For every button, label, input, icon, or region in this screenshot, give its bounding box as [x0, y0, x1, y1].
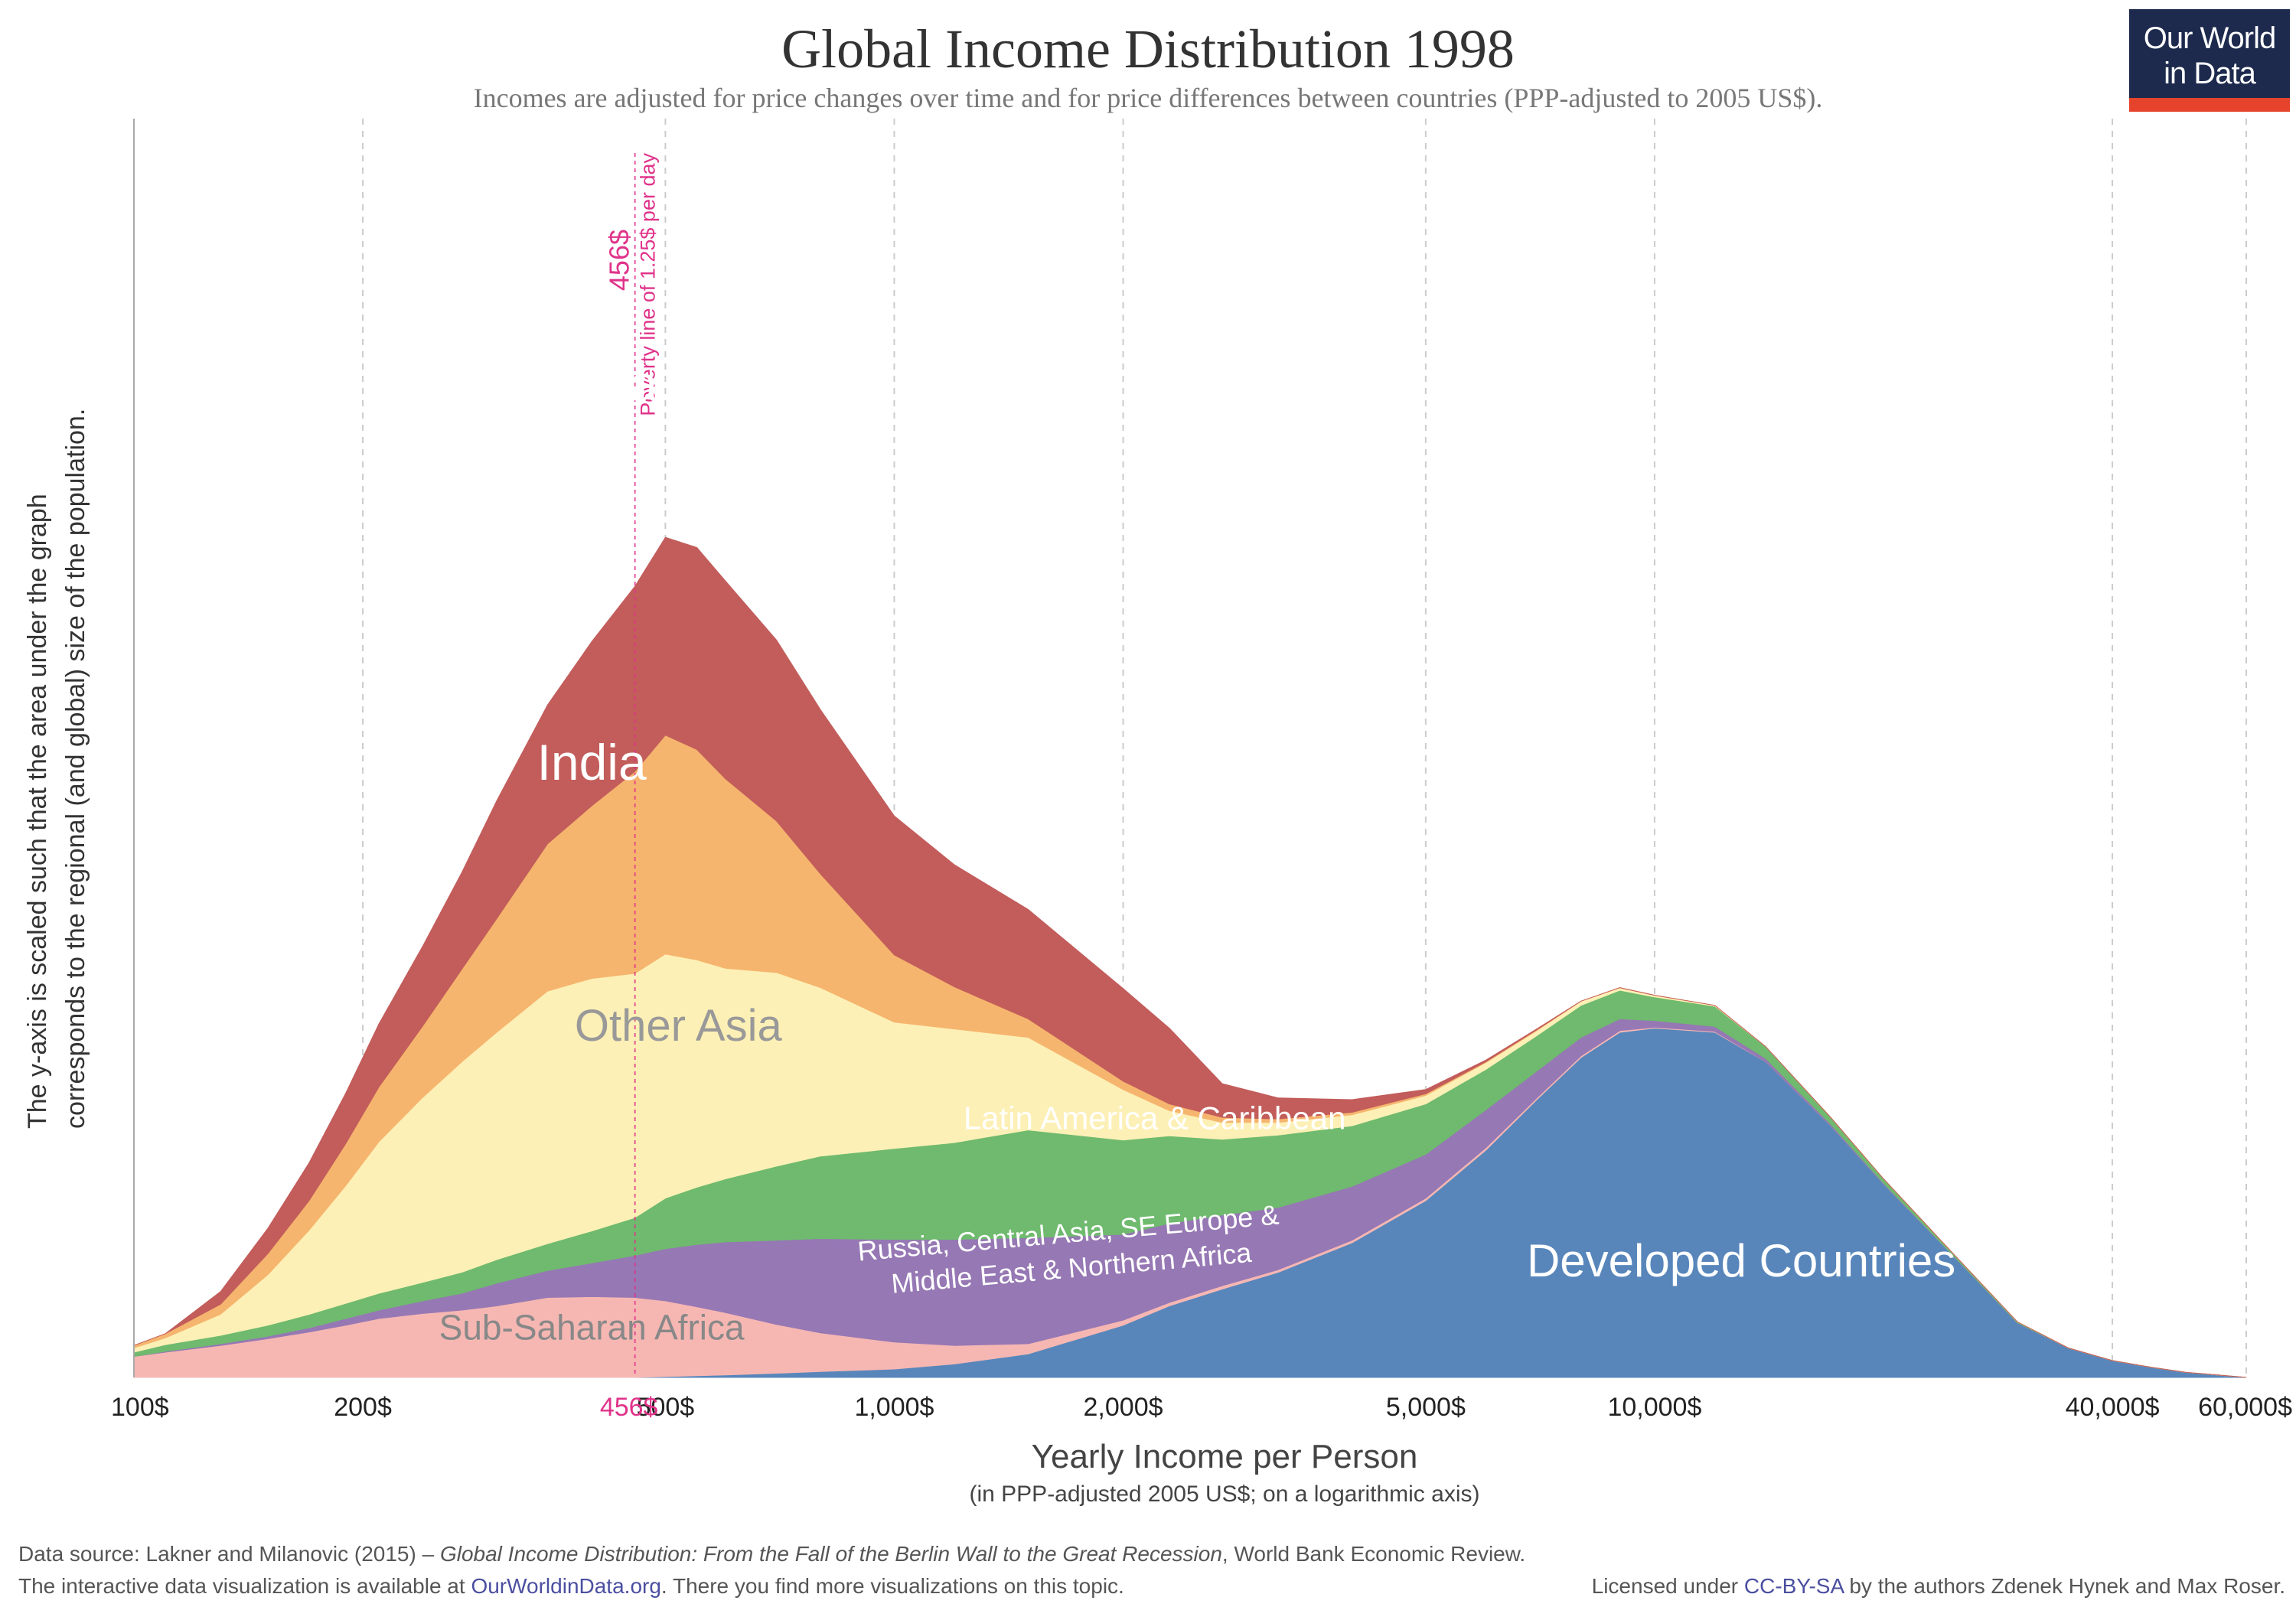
label-china: China	[526, 355, 658, 412]
label-other-asia: Other Asia	[575, 1001, 783, 1051]
logo-line1: Our World	[2143, 21, 2277, 55]
chart-title: Global Income Distribution 1998	[781, 18, 1515, 80]
footer-source-suffix: , World Bank Economic Review.	[1221, 1542, 1526, 1566]
label-developed-countries: Developed Countries	[1527, 1235, 1955, 1286]
footer-interactive-prefix: The interactive data visualization is av…	[18, 1574, 471, 1598]
footer-source-title: Global Income Distribution: From the Fal…	[439, 1542, 1222, 1566]
footer-interactive: The interactive data visualization is av…	[18, 1574, 1124, 1599]
x-tick-2000: 2,000$	[1084, 1393, 1163, 1422]
poverty-line-value-label: 456$	[604, 230, 635, 291]
label-latin-america-caribbean: Latin America & Caribbean	[964, 1100, 1346, 1136]
x-tick-500: 500$	[637, 1393, 695, 1422]
x-tick-5000: 5,000$	[1386, 1393, 1466, 1422]
x-tick-60000: 60,000$	[2198, 1393, 2292, 1422]
footer-source-prefix: Data source: Lakner and Milanovic (2015)…	[18, 1542, 440, 1566]
chart-subtitle: Incomes are adjusted for price changes o…	[474, 83, 1823, 113]
area-china	[133, 536, 2247, 1378]
footer-license-suffix: by the authors Zdenek Hynek and Max Rose…	[1843, 1574, 2285, 1598]
x-tick-1000: 1,000$	[854, 1393, 934, 1422]
footer-owid-link[interactable]: OurWorldinData.org	[471, 1574, 661, 1598]
footer-license-link[interactable]: CC-BY-SA	[1743, 1574, 1844, 1598]
y-axis-title-line2: corresponds to the regional (and global)…	[61, 409, 90, 1129]
footer-license: Licensed under CC-BY-SA by the authors Z…	[1592, 1574, 2285, 1599]
label-india: India	[537, 734, 647, 790]
y-axis-title: The y-axis is scaled such that the area …	[23, 409, 90, 1129]
footer-license-prefix: Licensed under	[1591, 1574, 1744, 1598]
label-sub-saharan-africa: Sub-Saharan Africa	[439, 1308, 745, 1348]
poverty-line-annotation: Poverty line of 1.25$ per day	[637, 153, 660, 416]
y-axis-title-line1: The y-axis is scaled such that the area …	[23, 494, 52, 1129]
owid-logo[interactable]: Our World in Data	[2129, 9, 2290, 112]
x-tick-40000: 40,000$	[2066, 1393, 2160, 1422]
logo-accent-bar	[2129, 98, 2290, 112]
x-axis-title: Yearly Income per Person	[1032, 1438, 1418, 1475]
x-tick-200: 200$	[334, 1393, 392, 1422]
x-tick-labels: 100$ 200$ 500$ 1,000$ 2,000$ 5,000$ 10,000$ 40,…	[111, 1393, 2292, 1422]
stacked-areas	[133, 536, 2247, 1378]
poverty-line-group: 456$ Poverty line of 1.25$ per day	[604, 153, 660, 1377]
x-axis-note: (in PPP-adjusted 2005 US$; on a logarith…	[969, 1482, 1479, 1507]
footer-interactive-suffix: . There you find more visualizations on …	[660, 1574, 1124, 1598]
logo-line2: in Data	[2164, 57, 2256, 90]
x-tick-10000: 10,000$	[1607, 1393, 1701, 1422]
x-tick-poverty-line: 456$	[600, 1393, 658, 1422]
x-tick-100: 100$	[111, 1393, 169, 1422]
footer-source: Data source: Lakner and Milanovic (2015)…	[18, 1542, 1525, 1566]
